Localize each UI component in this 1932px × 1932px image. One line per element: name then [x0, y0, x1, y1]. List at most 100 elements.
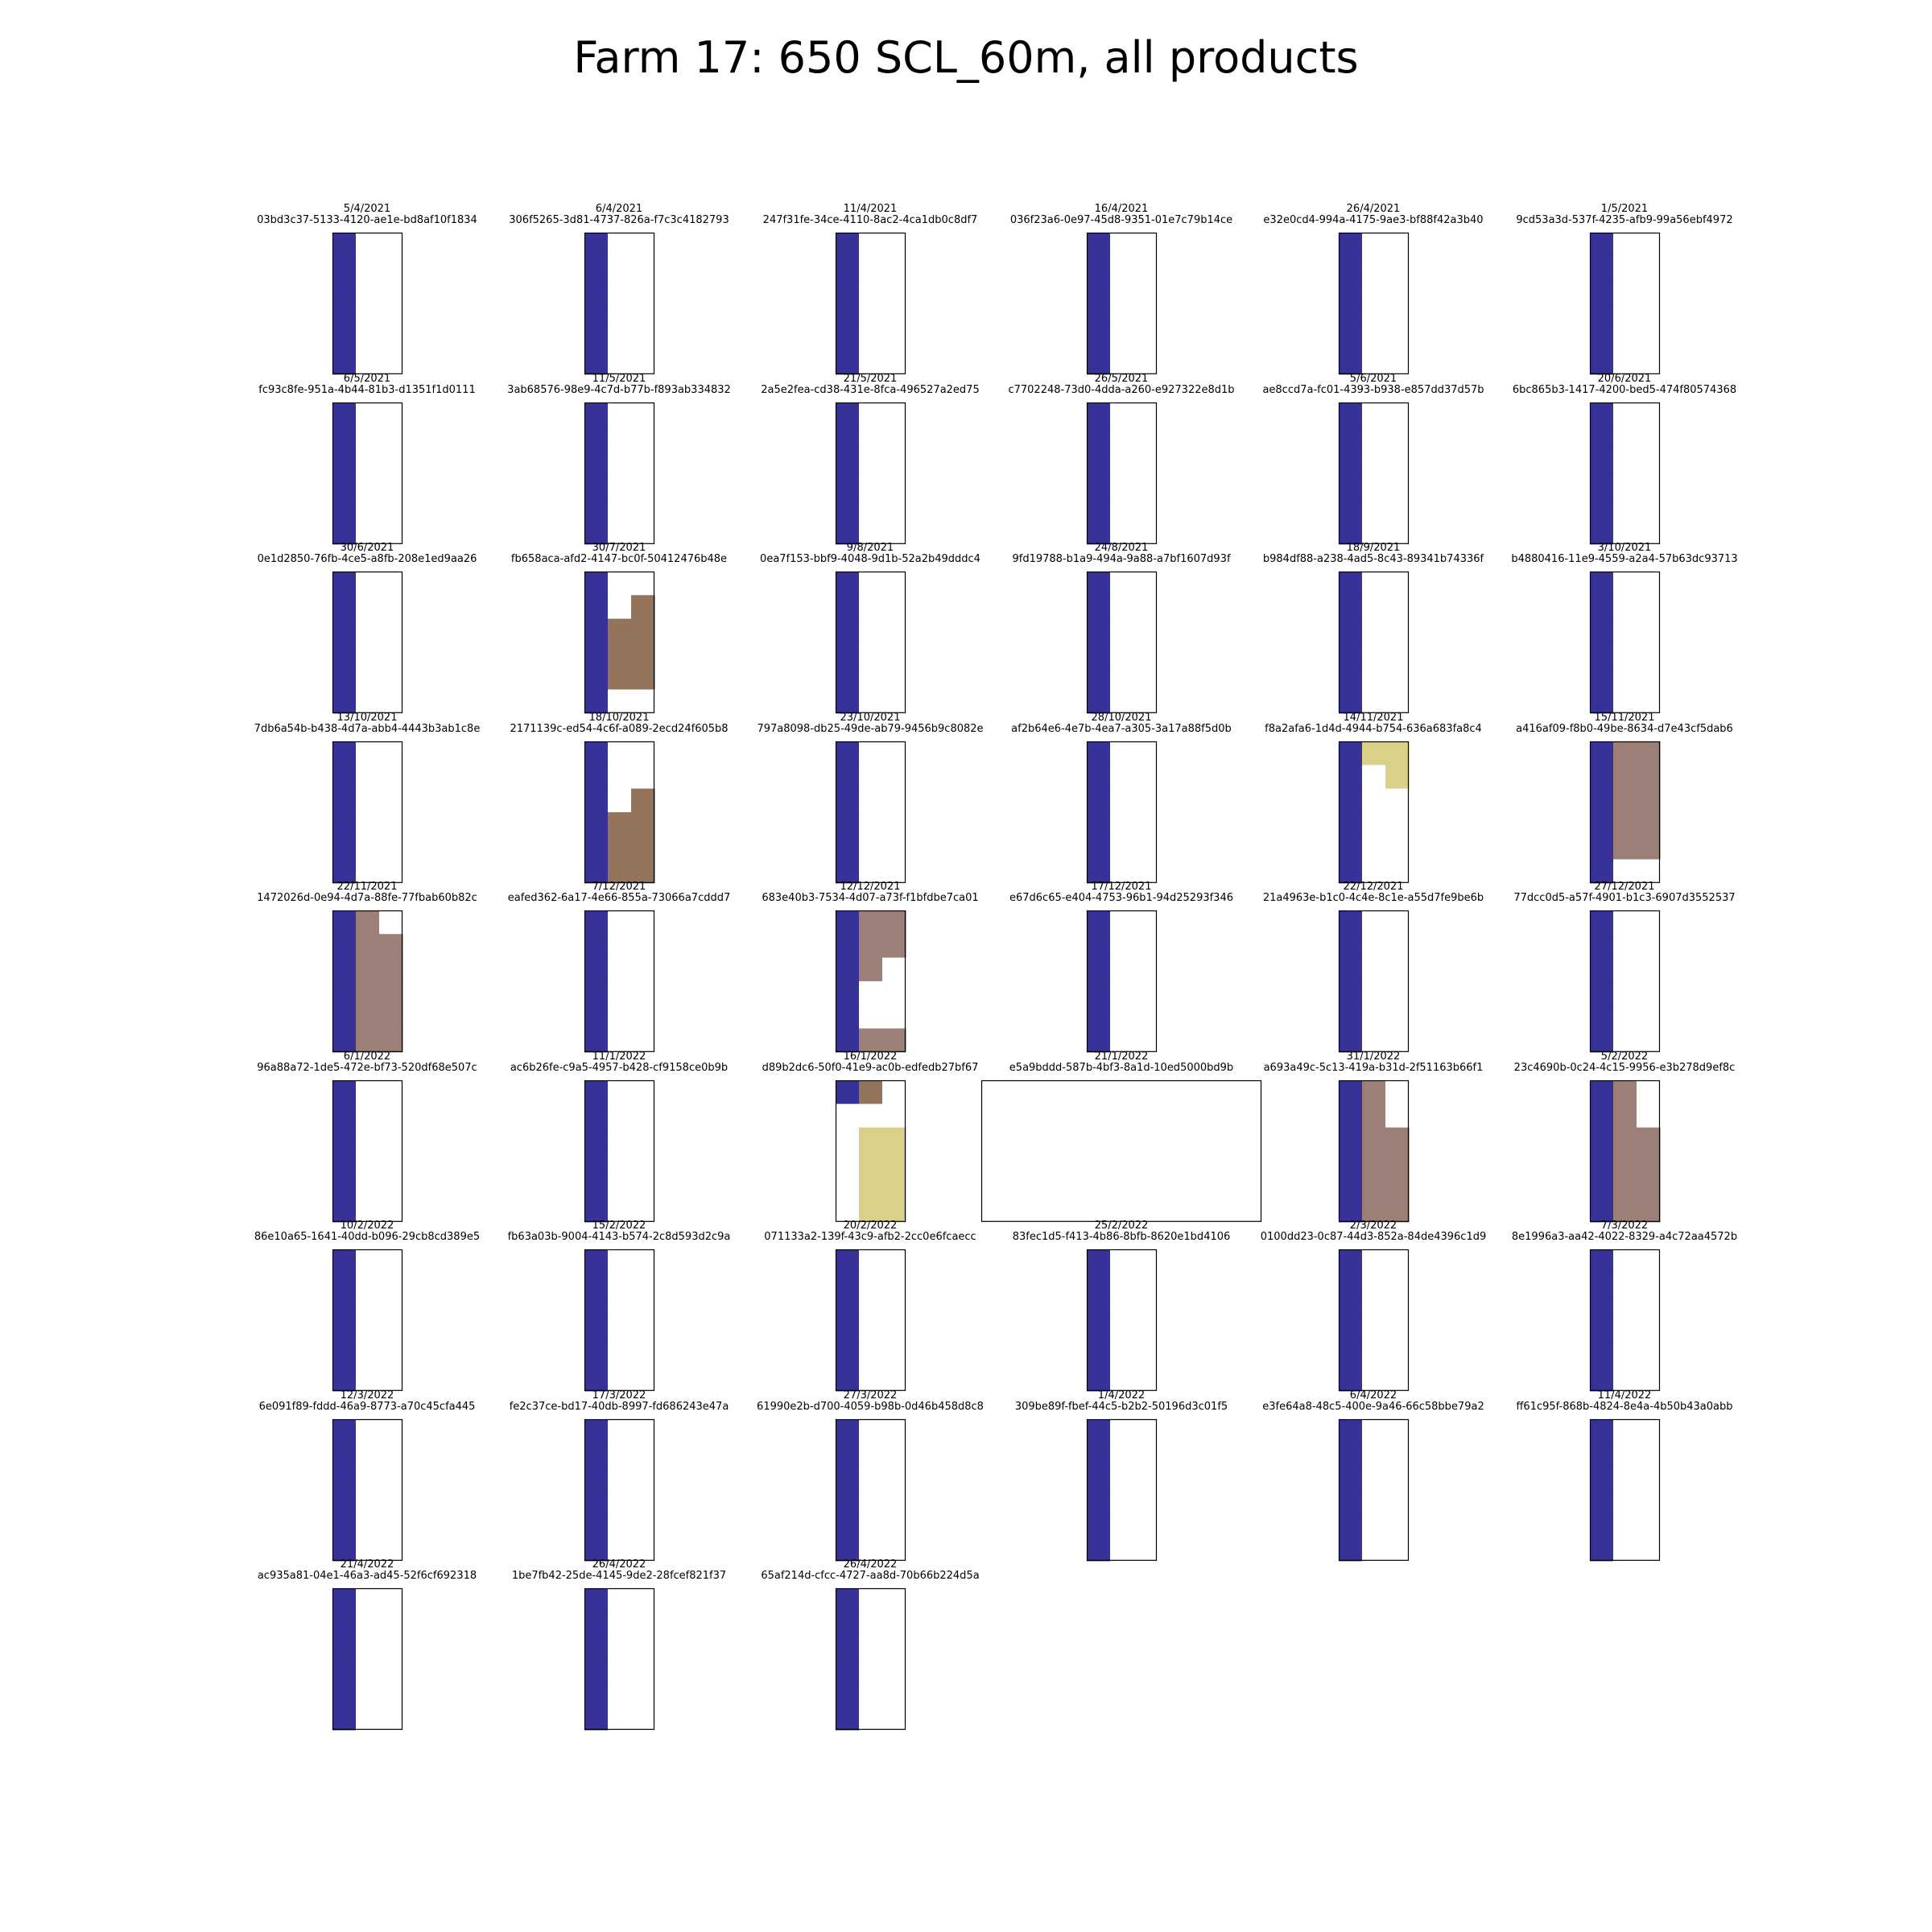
raster-cell — [1385, 1005, 1410, 1030]
raster-cell — [1338, 303, 1363, 328]
raster-cell — [1338, 910, 1363, 935]
raster-cell — [835, 1418, 860, 1443]
raster-cell — [1098, 1150, 1122, 1175]
raster-cell — [584, 1612, 609, 1637]
raster-cell — [1361, 233, 1386, 257]
raster-cell — [1215, 1127, 1239, 1151]
raster-cell — [584, 764, 609, 789]
raster-cell — [378, 859, 403, 883]
raster-cell — [607, 1080, 632, 1104]
panel-date: 7/3/2022 — [1600, 1220, 1649, 1232]
raster-cell — [835, 473, 860, 497]
raster-cell — [881, 1442, 906, 1467]
raster-cell — [1589, 595, 1614, 620]
panel-date: 26/4/2021 — [1346, 203, 1401, 215]
raster-cell — [607, 1319, 632, 1344]
raster-cell — [858, 741, 883, 766]
raster-cell — [378, 1706, 403, 1731]
raster-cell — [332, 350, 357, 375]
panel-date: 12/12/2021 — [840, 881, 901, 893]
raster-cell — [584, 1418, 609, 1443]
raster-cell — [1109, 572, 1134, 596]
raster-cell — [1612, 327, 1637, 352]
raster-cell — [1361, 350, 1386, 375]
raster-cell — [1191, 1174, 1216, 1199]
panel-date: 6/1/2022 — [343, 1050, 391, 1063]
raster-plot — [332, 1587, 403, 1731]
raster-cell — [1338, 788, 1363, 812]
panel-title: 10/2/2022 86e10a65-1641-40dd-b096-29cb8cd… — [238, 1220, 496, 1243]
raster-cell — [1133, 402, 1158, 427]
raster-cell — [881, 1273, 906, 1298]
raster-cell — [1005, 1150, 1029, 1175]
raster-cell — [378, 595, 403, 620]
raster-cell — [355, 618, 380, 643]
raster-cell — [981, 1103, 1005, 1128]
raster-cell — [1636, 1442, 1661, 1467]
raster-cell — [835, 1706, 860, 1731]
raster-cell — [1133, 1513, 1158, 1538]
raster-cell — [1086, 572, 1111, 596]
panel-frame — [1338, 741, 1409, 883]
raster-cell — [1338, 1319, 1363, 1344]
raster-cell — [1361, 1418, 1386, 1443]
panel-date: 13/10/2021 — [336, 711, 398, 724]
raster-cell — [607, 980, 632, 1005]
raster-cell — [858, 934, 883, 959]
raster-cell — [332, 980, 357, 1005]
raster-cell — [607, 402, 632, 427]
raster-cell — [1589, 425, 1614, 450]
panel-product-id: ae8ccd7a-fc01-4393-b938-e857dd37d57b — [1262, 383, 1484, 396]
panel-title: 21/1/2022 e5a9bddd-587b-4bf3-8a1d-10ed500… — [993, 1051, 1250, 1074]
raster-cell — [355, 1174, 380, 1199]
raster-cell — [858, 835, 883, 860]
raster-cell — [1145, 1174, 1169, 1199]
raster-cell — [1361, 934, 1386, 959]
raster-cell — [1361, 595, 1386, 620]
panel-date: 6/4/2022 — [1349, 1389, 1397, 1402]
raster-cell — [607, 1466, 632, 1490]
raster-cell — [835, 1174, 860, 1199]
panel-frame — [980, 1080, 1262, 1222]
raster-cell — [630, 256, 655, 281]
raster-cell — [607, 256, 632, 281]
raster-cell — [1338, 350, 1363, 375]
raster-cell — [607, 1005, 632, 1030]
raster-cell — [355, 910, 380, 935]
raster-cell — [1086, 764, 1111, 789]
raster-cell — [1051, 1150, 1075, 1175]
raster-cell — [858, 1273, 883, 1298]
raster-cell — [1636, 1150, 1661, 1175]
panel-title: 20/6/2021 6bc865b3-1417-4200-bed5-474f805… — [1496, 373, 1753, 396]
raster-cell — [607, 1489, 632, 1514]
raster-cell — [630, 1489, 655, 1514]
raster-cell — [607, 496, 632, 521]
raster-cell — [1109, 1489, 1134, 1514]
raster-cell — [1086, 910, 1111, 935]
raster-cell — [584, 233, 609, 257]
raster-cell — [1589, 835, 1614, 860]
raster-cell — [881, 1127, 906, 1151]
panel-title: 20/2/2022 071133a2-139f-43c9-afb2-2cc0e6f… — [741, 1220, 999, 1243]
raster-cell — [378, 741, 403, 766]
raster-cell — [607, 572, 632, 596]
panel-date: 22/12/2021 — [1343, 881, 1404, 893]
raster-cell — [858, 402, 883, 427]
raster-cell — [1338, 618, 1363, 643]
raster-plot — [1589, 910, 1661, 1053]
panel-date: 16/4/2021 — [1094, 203, 1149, 215]
raster-cell — [355, 1198, 380, 1222]
raster-cell — [584, 910, 609, 935]
raster-cell — [1005, 1174, 1029, 1199]
raster-cell — [858, 1466, 883, 1490]
raster-cell — [1133, 1319, 1158, 1344]
raster-cell — [1338, 1489, 1363, 1514]
raster-cell — [584, 1174, 609, 1199]
raster-cell — [1338, 1273, 1363, 1298]
raster-cell — [1005, 1127, 1029, 1151]
raster-cell — [1636, 1174, 1661, 1199]
raster-plot — [1589, 571, 1661, 714]
raster-cell — [835, 980, 860, 1005]
raster-cell — [584, 1080, 609, 1104]
raster-cell — [1636, 1466, 1661, 1490]
